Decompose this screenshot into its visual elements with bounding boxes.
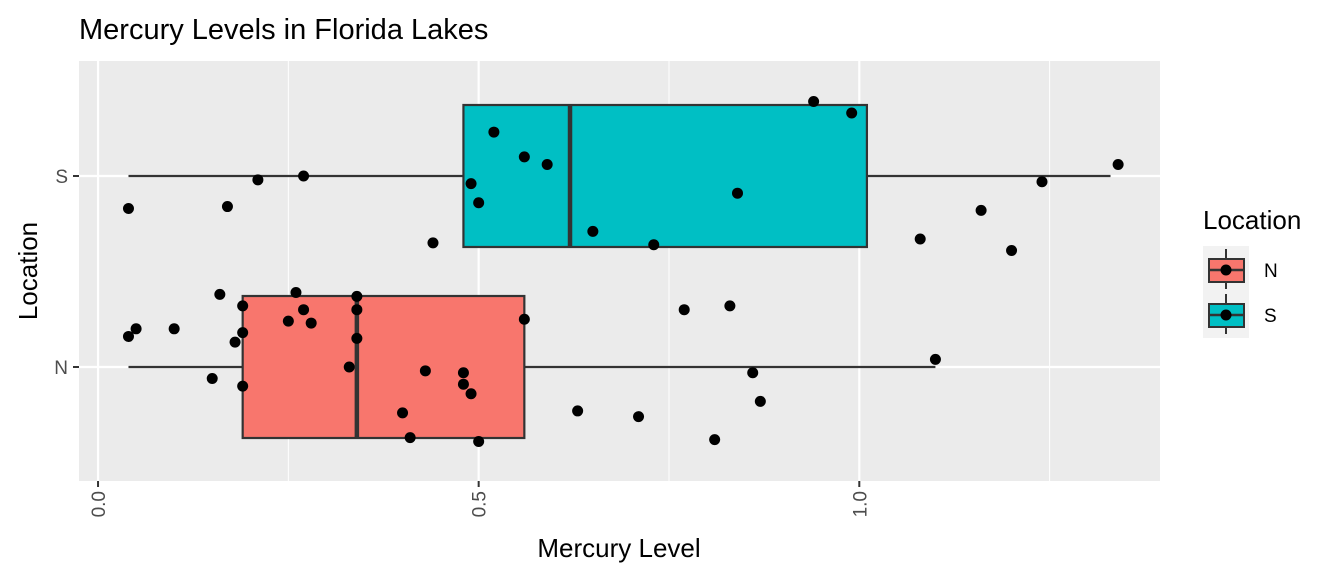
x-tick-label: 1.0 [850,491,871,517]
legend-title: Location [1203,205,1301,235]
data-point-S [731,187,743,199]
iqr-box [462,103,869,249]
data-point-S [252,174,264,186]
y-tick-label: N [54,358,68,379]
data-point-N [214,288,226,300]
data-point-S [465,178,477,190]
data-point-N [397,407,409,419]
legend: Location N S [1203,205,1301,338]
data-point-N [351,332,363,344]
data-points [122,96,1124,447]
data-point-N [457,378,469,390]
data-point-S [298,170,310,182]
data-point-N [282,315,294,327]
data-point-N [518,313,530,325]
data-point-N [237,380,249,392]
data-point-N [678,304,690,316]
data-point-N [633,411,645,423]
legend-entry-S: S [1208,294,1277,334]
data-point-S [648,239,660,251]
y-axis-title: Location [13,222,43,320]
data-point-N [724,300,736,312]
data-point-N [298,304,310,316]
data-point-S [914,233,926,245]
data-point-N [229,336,241,348]
data-point-S [122,202,134,214]
data-point-S [808,96,820,108]
data-point-S [975,204,987,216]
data-point-N [709,434,721,446]
data-point-N [351,290,363,302]
data-point-S [587,225,599,237]
x-tick-label: 0.0 [89,491,110,517]
legend-label: N [1264,261,1278,282]
data-point-N [929,353,941,365]
data-point-N [130,323,142,335]
data-point-S [427,237,439,249]
legend-key-point [1220,264,1232,276]
data-point-N [747,367,759,379]
data-point-N [343,361,355,373]
data-point-N [404,432,416,444]
data-point-S [541,159,553,171]
legend-entry-N: N [1208,249,1278,289]
data-point-N [237,300,249,312]
data-point-S [518,151,530,163]
data-point-S [1112,159,1124,171]
boxplot-S [128,103,1111,249]
data-point-N [122,330,134,342]
data-point-S [473,197,485,209]
y-tick-label: S [55,167,68,188]
data-point-S [846,107,858,119]
data-point-N [457,367,469,379]
legend-label: S [1264,306,1277,327]
x-axis-title: Mercury Level [537,533,700,563]
data-point-N [237,327,249,339]
data-point-S [488,126,500,138]
data-point-N [572,405,584,417]
data-point-S [221,201,233,213]
data-point-N [351,304,363,316]
x-tick-label: 0.5 [470,491,491,517]
data-point-N [305,317,317,329]
data-point-S [1006,244,1018,256]
data-point-N [754,395,766,407]
chart-title: Mercury Levels in Florida Lakes [79,14,488,46]
legend-key-point [1220,309,1232,321]
data-point-N [206,372,218,384]
data-point-S [1036,176,1048,188]
axes: 0.0 0.5 1.0 N S [54,167,871,517]
data-point-N [290,287,302,299]
data-point-N [168,323,180,335]
data-point-N [419,365,431,377]
data-point-N [465,388,477,400]
data-point-N [473,435,485,447]
